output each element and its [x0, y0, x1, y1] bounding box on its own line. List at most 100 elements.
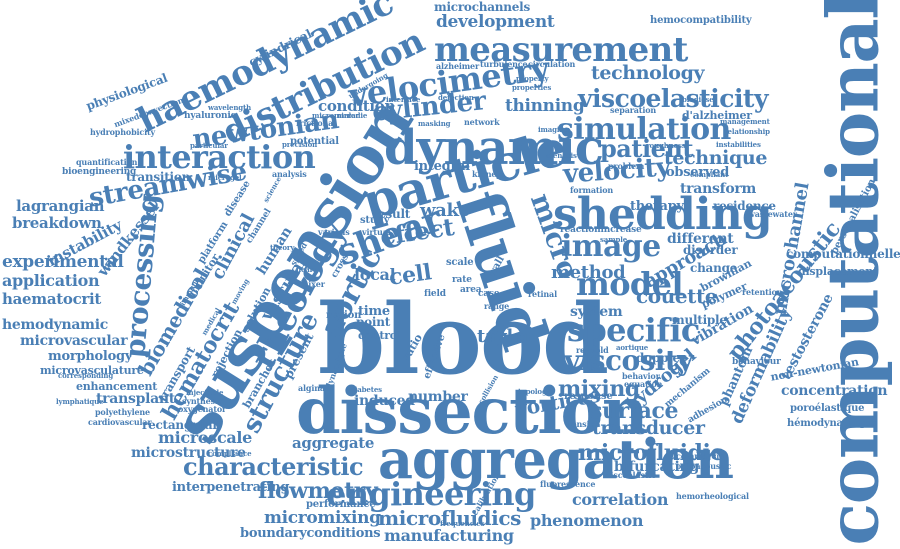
cloud-word: circulation [528, 59, 576, 69]
cloud-word: optoacoustic [676, 461, 732, 471]
cloud-word: rectangular [142, 418, 219, 432]
cloud-word: injectable [186, 388, 224, 397]
cloud-word: manufacturing [384, 526, 514, 545]
cloud-word: interpenetrating [172, 480, 290, 495]
cloud-word: micromixing [264, 508, 381, 528]
cloud-word: masking [418, 119, 451, 128]
cloud-word: formation [570, 185, 614, 195]
cloud-word: observed [666, 165, 730, 180]
cloud-word: synthesis [182, 396, 223, 406]
cloud-word: properties [512, 83, 552, 92]
cloud-word: biodiesel [682, 95, 717, 104]
cloud-word: phenomenon [530, 511, 644, 530]
cloud-word: hémodynamique [787, 418, 877, 429]
cloud-word: problem [608, 161, 645, 171]
cloud-word: control [358, 329, 401, 342]
cloud-word: interface [386, 95, 421, 104]
cloud-word: image [561, 229, 661, 264]
cloud-word: equation [624, 379, 663, 389]
cloud-word: viscosity [564, 344, 694, 377]
cloud-word: microfluidics [378, 506, 521, 530]
cloud-word: sample [600, 235, 628, 244]
cloud-word: roughness [646, 141, 686, 150]
cloud-word: science [261, 175, 284, 204]
cloud-word: d'alzheimer [682, 109, 752, 122]
cloud-word: compliant [690, 170, 729, 179]
cloud-word: turbulence [480, 59, 528, 69]
cloud-word: residence [713, 199, 776, 213]
cloud-word: frequencies [440, 519, 485, 528]
cloud-word: response [564, 391, 613, 402]
cloud-word: area [460, 285, 482, 295]
cloud-word: heart [296, 265, 317, 274]
cloud-word: different [667, 231, 734, 247]
cloud-word: kidney [472, 169, 501, 179]
cloud-word: compliance [208, 449, 252, 458]
cloud-word: shedding [553, 189, 773, 240]
cloud-word: microgel [208, 173, 242, 182]
cloud-word: dissection [296, 374, 648, 449]
cloud-word: aggregation [378, 427, 734, 491]
cloud-word: microvascular [20, 333, 128, 349]
cloud-word: local [354, 265, 396, 284]
cloud-word: blood [318, 283, 609, 396]
cloud-word: case [478, 289, 500, 299]
cloud-word: flowmetry [258, 478, 378, 504]
cloud-word: taylor [477, 326, 534, 347]
cloud-word: polyethylene [95, 407, 150, 417]
cloud-word: imaging [538, 125, 570, 134]
cloud-word: induced [354, 393, 415, 409]
cloud-word: cardiovascular [88, 417, 152, 427]
cloud-word: corresponding [58, 371, 114, 380]
cloud-word: adhesion [686, 394, 730, 426]
cloud-word: quantification [76, 157, 138, 167]
cloud-word: wake [420, 200, 470, 221]
cloud-word: patient [600, 134, 693, 163]
cloud-word: maladie [337, 111, 368, 120]
cloud-word: technology [591, 62, 705, 84]
cloud-word: experimental [2, 252, 124, 272]
cloud-word: commercial [676, 451, 727, 461]
cloud-word: microscale [158, 428, 253, 447]
cloud-word: behavior [622, 371, 660, 381]
cloud-word: microfluidic [578, 440, 724, 466]
cloud-word: topology [518, 387, 551, 396]
cloud-word: wavelength [208, 103, 252, 112]
cloud-word: field [424, 289, 446, 299]
cloud-word: result [372, 207, 411, 221]
cloud-word: hemodynamic [2, 317, 108, 333]
cloud-word: displacement [798, 265, 878, 278]
cloud-word: change [690, 261, 738, 275]
cloud-word: network [464, 117, 500, 127]
cloud-word: precision [282, 140, 318, 149]
cloud-word: haematocrit [2, 290, 102, 308]
cloud-word: technique [664, 147, 768, 169]
cloud-word: theory [270, 243, 295, 252]
cloud-word: alginate [298, 383, 334, 393]
cloud-word: microstructure [131, 445, 246, 461]
cloud-word: model [576, 265, 684, 303]
cloud-word: transform [680, 181, 757, 197]
cloud-word: retinal [528, 289, 557, 299]
cloud-word: micromirror [312, 111, 359, 120]
cloud-word: boundaryconditions [240, 526, 381, 541]
cloud-word: performance [306, 499, 376, 510]
cloud-word: transplant [96, 391, 175, 407]
cloud-word: condition [318, 97, 396, 115]
cloud-word: point [356, 315, 391, 329]
cloud-word: characteristic [183, 452, 364, 481]
cloud-word: system [570, 304, 623, 320]
cloud-word: particular [190, 141, 228, 150]
cloud-word: transducer [592, 417, 705, 439]
cloud-word: alzheimer [436, 61, 480, 71]
cloud-word: relationship [724, 127, 770, 136]
cloud-word: specific [567, 311, 700, 349]
cloud-word: tension [568, 419, 601, 429]
cloud-word: transition [126, 170, 191, 184]
cloud-word: management [720, 117, 770, 126]
cloud-word: scale [446, 257, 474, 268]
cloud-word: diabetes [350, 385, 382, 394]
cloud-word: range [484, 301, 510, 311]
cloud-word: aortique [616, 343, 649, 352]
